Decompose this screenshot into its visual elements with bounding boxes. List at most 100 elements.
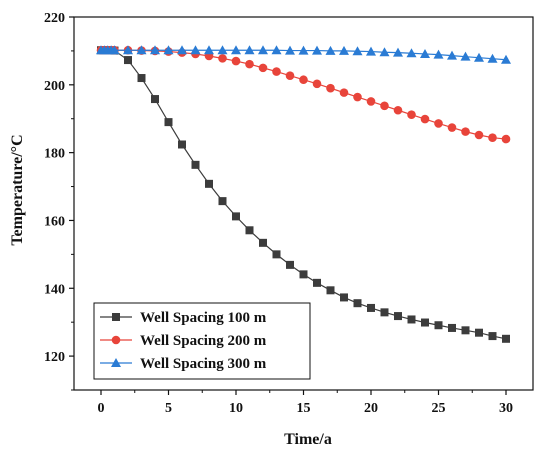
series-3-point [420,48,430,58]
series-2-point [407,110,416,119]
series-1-point [164,118,173,127]
series-2-point [420,114,430,124]
series-3-point [123,45,133,55]
series-2-point [326,83,335,93]
x-axis-title: Time/a [284,431,332,448]
series-3-point [231,45,241,55]
legend-swatch-marker [111,358,121,367]
series-1-point [353,299,362,308]
series-2-point [501,134,511,144]
series-3 [96,45,511,64]
series-3-point [433,49,444,59]
series-1-point [151,95,159,104]
series-1-point [326,286,335,295]
y-tick-label: 140 [44,282,65,297]
series-1-line [101,49,507,340]
y-tick-label: 160 [44,214,65,229]
series-3-point [447,50,457,60]
legend-box [93,302,311,380]
series-2-line [101,49,507,140]
series-2-point [258,63,268,73]
series-3-point [474,52,484,62]
series-1-point [367,303,375,312]
series-2-point [393,105,403,115]
series-1-point [488,332,497,341]
series-1-point [394,312,402,321]
x-tick-label: 5 [165,401,172,416]
series-3-point [501,54,511,64]
y-tick-label: 180 [44,147,65,162]
series-layer [96,45,511,343]
series-3-line [101,49,507,61]
series-3-point [190,45,201,55]
series-1-point [502,334,510,343]
series-2-point [339,88,349,97]
series-3-point [312,45,322,55]
series-1-point [137,74,146,83]
series-1-point [218,197,227,206]
series-3-point [217,45,228,55]
series-2-point [434,119,443,128]
series-3-point [109,45,120,55]
series-3-point [339,45,349,55]
legend-swatch-marker [111,335,121,345]
series-2-point [285,71,295,80]
series-2-point [218,54,227,63]
legend-swatch-marker [112,313,120,321]
series-3-point [487,53,498,63]
series-1 [97,46,510,343]
series-3-point [379,47,390,57]
series-2-point [380,101,389,111]
legend-entry-label: Well Spacing 300 m [140,356,267,372]
series-2-point [461,127,470,136]
legend: Well Spacing 100 m Well Spacing 200 m Well… [93,302,311,380]
series-3-point [285,45,295,55]
series-1-point [380,308,389,317]
series-1-point [340,293,348,302]
series-2-point [353,92,362,102]
legend-entry-label: Well Spacing 100 m [140,310,267,326]
x-tick-label: 25 [432,401,446,416]
series-1-point [407,315,416,324]
series-2-point [272,67,281,76]
y-tick-label: 220 [44,11,65,26]
series-3-point [460,51,471,61]
series-3-point [204,45,214,55]
series-3-point [366,46,376,56]
series-1-point [259,238,267,247]
series-2 [96,45,511,144]
series-1-point [178,140,186,149]
series-1-point [421,318,429,327]
legend-entry-label: Well Spacing 200 m [140,333,267,349]
series-2-point [447,123,457,132]
y-axis-title: Temperature/°C [9,134,26,245]
series-2-point [474,130,484,140]
series-3-point [150,45,160,55]
series-3-point [163,45,174,55]
series-3-point [352,46,363,56]
x-tick-label: 30 [499,401,513,416]
series-3-point [406,48,417,58]
series-1-point [475,328,483,337]
x-tick-label: 20 [364,401,378,416]
series-2-point [245,59,254,69]
series-2-point [299,75,308,85]
series-3-point [136,45,147,55]
series-3-point [258,45,268,55]
series-3-point [298,45,309,55]
series-1-point [299,270,308,279]
series-1-point [313,278,321,287]
series-1-point [245,226,254,235]
series-1-point [286,260,294,269]
series-1-point [191,160,200,169]
series-3-point [177,45,187,55]
series-1-point [434,321,443,330]
series-1-point [205,179,213,188]
series-2-point [231,56,241,66]
axes-layer: 0 5 10 15 20 25 30 120 140 160 180 200 220 [44,11,534,416]
x-tick-label: 10 [229,401,243,416]
series-1-point [124,56,132,65]
series-1-point [272,250,281,259]
